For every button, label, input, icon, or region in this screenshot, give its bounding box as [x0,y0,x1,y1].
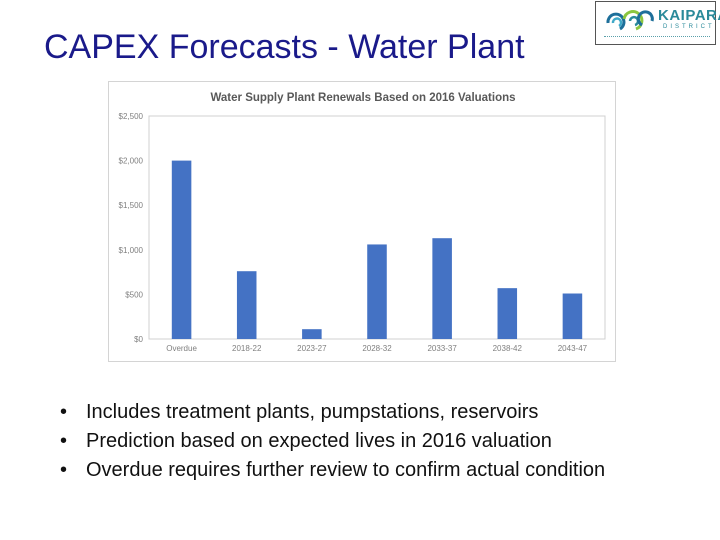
y-tick-label: $2,500 [119,112,144,121]
bullet-list: Includes treatment plants, pumpstations,… [60,398,700,485]
y-tick-label: $500 [125,290,143,299]
x-tick-label: 2038-42 [493,344,523,353]
x-tick-label: 2018-22 [232,344,262,353]
bar-chart: Water Supply Plant Renewals Based on 201… [119,92,606,353]
bar-2038-42 [497,288,518,339]
chart-title: Water Supply Plant Renewals Based on 201… [210,92,515,104]
y-axis: $0 $500 $1,000 $1,500 $2,000 $2,500 [119,112,144,344]
bar-2018-22 [236,271,257,339]
bullet-item: Prediction based on expected lives in 20… [60,427,700,456]
y-tick-label: $2,000 [119,157,144,166]
x-tick-label: Overdue [166,344,197,353]
slide-title: CAPEX Forecasts - Water Plant [44,28,525,66]
swirl-logo-icon [606,10,654,31]
chart-panel: Water Supply Plant Renewals Based on 201… [108,81,616,362]
logo-tagline-line [604,36,710,37]
y-tick-label: $0 [134,335,143,344]
bars [171,160,583,339]
bar-2028-32 [367,244,387,339]
bar-Overdue [171,160,192,339]
logo-name: KAIPARA [658,7,720,24]
x-tick-label: 2023-27 [297,344,327,353]
bullet-item: Includes treatment plants, pumpstations,… [60,398,700,427]
logo-subtitle: DISTRICT [663,24,715,30]
x-tick-label: 2043-47 [558,344,588,353]
bar-2023-27 [302,329,322,339]
kaipara-logo: KAIPARA DISTRICT [595,1,720,45]
y-tick-label: $1,000 [119,246,144,255]
y-tick-label: $1,500 [119,201,144,210]
bar-2033-37 [432,238,452,339]
x-axis: Overdue 2018-22 2023-27 2028-32 2033-37 2038-… [166,344,587,353]
x-tick-label: 2033-37 [427,344,457,353]
bar-2043-47 [562,293,583,339]
bullet-item: Overdue requires further review to confi… [60,456,700,485]
x-tick-label: 2028-32 [362,344,392,353]
